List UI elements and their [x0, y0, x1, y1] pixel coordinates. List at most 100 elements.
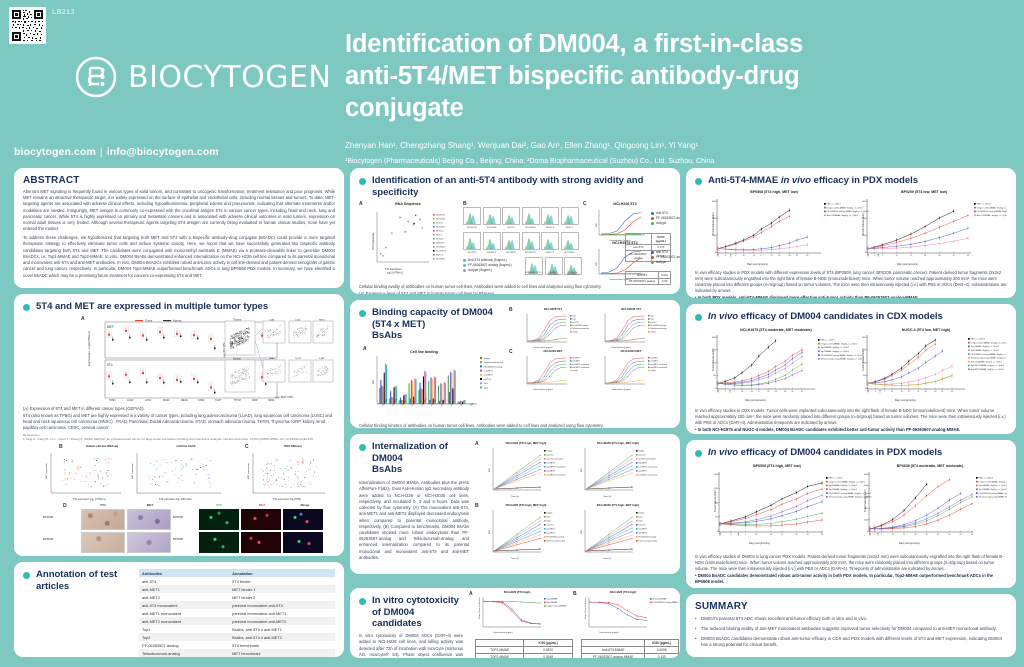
svg-text:anti-MET2: anti-MET2 [638, 470, 647, 473]
cdx-p2-title: NUGC-4 (5T4 low, MET high) [901, 327, 951, 332]
svg-text:anti-MET1 monovalent: anti-MET1 monovalent [546, 466, 565, 469]
pdx2-header: In vivo efficacy of DM004 candidates in … [695, 447, 1007, 459]
svg-text:4000: 4000 [864, 485, 868, 487]
svg-text:MET expression: MET expression [247, 462, 250, 479]
svg-text:14: 14 [751, 391, 753, 393]
svg-text:anti-MET2 monovalent: anti-MET2 monovalent [546, 474, 565, 477]
svg-text:28: 28 [788, 255, 790, 257]
svg-text:31: 31 [791, 391, 793, 393]
svg-text:NCI-H226: NCI-H226 [382, 399, 388, 407]
table-cell: 5T4 benchmark [232, 642, 260, 648]
svg-text:Tumor Volume (mm³): Tumor Volume (mm³) [714, 489, 717, 512]
svg-text:anti-MET2 monovalent: anti-MET2 monovalent [638, 474, 657, 477]
svg-text:17: 17 [760, 255, 762, 257]
facs-histogram [544, 257, 563, 276]
svg-text:Isotype: Isotype [638, 512, 644, 515]
svg-text:NCI-H1975: NCI-H1975 [436, 251, 447, 253]
facs-cell-label: NCI-H1975 [525, 252, 536, 255]
facs-cell-label: BXPC-3 [546, 252, 554, 255]
svg-text:PF-06263507-analog-MMAE, 3mg/k: PF-06263507-analog-MMAE, 3mg/kg, i.v., Q… [827, 210, 869, 213]
col-antibodies: Antibodies [139, 569, 230, 578]
svg-text:Telisotuzumab-analog: Telisotuzumab-analog [546, 540, 564, 543]
svg-text:2000: 2000 [864, 508, 868, 510]
svg-text:35: 35 [801, 391, 803, 393]
table-cell: TOP2-MMAE [474, 653, 525, 658]
facs-histogram [463, 207, 481, 226]
ihc-row-bp0508: BP0508 [43, 514, 53, 519]
email-link[interactable]: info@biocytogen.com [106, 146, 219, 158]
svg-text:7: 7 [735, 255, 736, 257]
table-row: anti-5T4 5T4 binder [139, 577, 335, 585]
table-row: PF-06263507-analog-MMAE 0.130 [580, 653, 679, 658]
svg-text:400: 400 [715, 516, 718, 518]
svg-text:EBC-1: EBC-1 [451, 401, 456, 407]
svg-text:LUSC: LUSC [145, 399, 152, 402]
a5-caption-2: (A) Expression level of 5T4 and MET in h… [359, 291, 496, 294]
svg-text:3: 3 [730, 534, 731, 536]
biocytogen-logo-icon [75, 56, 117, 98]
svg-text:PF-06263507-analog-MMAE, 3mg/k: PF-06263507-analog-MMAE, 3mg/kg, i.v., Q… [977, 210, 1007, 213]
table-cell: 0.130 [644, 653, 679, 658]
legend-swatch [463, 269, 466, 273]
svg-text:HCC827: HCC827 [436, 239, 445, 241]
svg-text:PF-06263507-analog: PF-06263507-analog [650, 325, 666, 327]
if-row-bp0638: BP0638 [173, 536, 183, 541]
svg-text:Top2: Top2 [572, 319, 576, 321]
svg-text:NCI-H1975: NCI-H1975 [421, 398, 428, 407]
table-header-row: Antibodies Annotation [139, 569, 335, 578]
svg-text:42: 42 [953, 255, 955, 257]
facs-cell-label: NCI-H226 [467, 227, 477, 230]
abstract-paragraph-2: To address these challenges, we hypothes… [23, 235, 335, 278]
pdx2-caption-block: In vivo efficacy studies of DM004 in lun… [695, 554, 1007, 585]
table-cell: anti-MET1 [142, 586, 160, 592]
svg-text:Raji: Raji [470, 402, 474, 406]
pdx1-caption-block: In vivo efficacy studies in PDX models w… [695, 270, 1007, 298]
binding-caption: Cellular binding kinetics of antibodies … [359, 423, 671, 428]
svg-text:10: 10 [741, 391, 743, 393]
ic50a-blank [474, 639, 525, 647]
svg-text:PBS, i.v., Q5d×2: PBS, i.v., Q5d×2 [829, 476, 843, 479]
if-image [241, 508, 281, 530]
summary-title: SUMMARY [695, 601, 748, 612]
int-b1-title: NCI-H226 (5T4 high, MET high) [505, 503, 547, 507]
pdx1-p2-title: BP0209 (5T4 low, MET low) [901, 189, 947, 194]
svg-text:0: 0 [715, 252, 716, 254]
svg-text:Telisotuzumab-analog-MMAE, 3mg: Telisotuzumab-analog-MMAE, 3mg/kg, i.v.,… [821, 357, 864, 360]
svg-text:Days post grouping: Days post grouping [749, 542, 770, 545]
table-row: TOP1-MMAE 0.0870 [474, 646, 573, 654]
table-row: anti-5T4 0.174 [625, 243, 672, 252]
bullet-icon [359, 177, 366, 185]
svg-text:anti-MET2: anti-MET2 [546, 532, 555, 535]
svg-text:1000: 1000 [862, 362, 866, 364]
legend-label: Isotype (5ug/mL) [468, 268, 492, 273]
ihc-image [81, 531, 125, 553]
bind-letter-b: B [509, 307, 513, 313]
facs-cell-label: NCI-H522 [506, 252, 516, 255]
svg-text:5T4 expression log₂ (nTPM+1): 5T4 expression log₂ (nTPM+1) [73, 498, 106, 501]
table-cell: MET binder 1 [232, 586, 256, 592]
svg-text:Time (h): Time (h) [603, 558, 611, 560]
svg-text:CESC: CESC [268, 399, 275, 402]
bind-c1-title: NCI-H226 MET [543, 349, 563, 353]
svg-text:21: 21 [917, 391, 919, 393]
svg-text:NCI-HL60: NCI-HL60 [436, 227, 446, 229]
svg-text:THYM: THYM [295, 358, 301, 360]
ihc-row-bp0638: BP0638 [43, 536, 53, 541]
if-image [283, 531, 323, 553]
facs-histogram [560, 207, 579, 226]
svg-text:anti-MET2 monovalent: anti-MET2 monovalent [572, 366, 590, 369]
pdx1-bullet: • In both PDX models, anti-5T4-MMAE disp… [695, 294, 919, 298]
table-cell: TOP1-MMAE [474, 646, 525, 654]
svg-text:PF-06263507-analog: PF-06263507-analog [572, 325, 588, 327]
svg-text:LUSC: LUSC [295, 319, 301, 321]
facs-histogram [482, 232, 501, 251]
legend-label: Isotype [656, 221, 667, 226]
svg-text:PF-06263507-analog: PF-06263507-analog [484, 366, 503, 368]
panel-cytotox: In vitro cytotoxicity of DM004 candidate… [350, 588, 680, 658]
cytotox-body: In vitro cytotoxicity of DM004 ADCs (DAR… [359, 633, 463, 657]
if-image [199, 508, 239, 530]
table-cell: Telisotuzumab-analog [142, 650, 180, 656]
svg-text:Telisotuzumab-analog-MMAE, 3mg: Telisotuzumab-analog-MMAE, 3mg/kg, i.v.,… [829, 495, 872, 498]
svg-text:Anti-5T4-MMAE, 3mg/kg, i.v., Q: Anti-5T4-MMAE, 3mg/kg, i.v., Q5d×2 [827, 214, 859, 217]
website-link[interactable]: biocytogen.com [14, 146, 96, 158]
